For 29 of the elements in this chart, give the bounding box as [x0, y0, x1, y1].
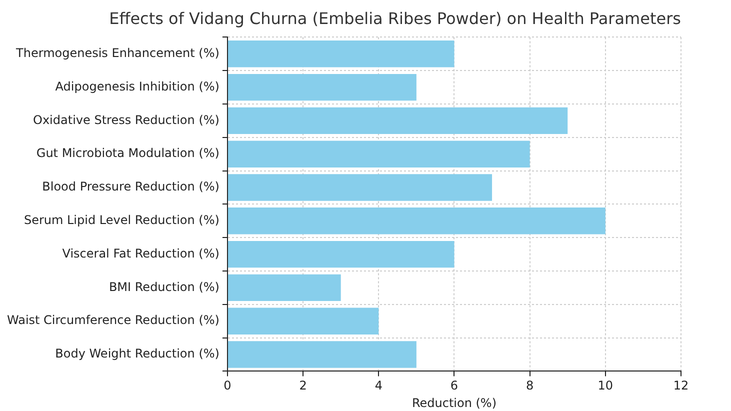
bar: [228, 208, 606, 234]
bar: [228, 274, 341, 302]
bar: [228, 74, 416, 101]
x-tick-label: 10: [598, 378, 614, 393]
y-tick-label: Adipogenesis Inhibition (%): [55, 79, 220, 94]
y-tick-label: BMI Reduction (%): [108, 280, 220, 294]
x-tick-label: 12: [673, 378, 689, 393]
x-tick-label: 8: [526, 378, 534, 393]
y-tick-label: Serum Lipid Level Reduction (%): [24, 213, 220, 228]
x-tick-label: 4: [374, 378, 382, 393]
x-tick-label: 2: [299, 378, 307, 393]
x-tick-label: 6: [450, 378, 458, 393]
y-tick-label: Oxidative Stress Reduction (%): [33, 112, 220, 127]
y-tick-label: Visceral Fat Reduction (%): [62, 246, 220, 260]
y-tick-label: Gut Microbiota Modulation (%): [36, 146, 220, 160]
bar: [228, 308, 379, 334]
y-tick-label: Body Weight Reduction (%): [55, 346, 220, 361]
bar: [228, 240, 454, 268]
bar: [228, 140, 530, 168]
bar: [228, 107, 568, 134]
x-axis-title: Reduction (%): [412, 396, 497, 410]
chart-title: Effects of Vidang Churna (Embelia Ribes Powder) on Health Parameters: [109, 8, 681, 28]
y-tick-label: Blood Pressure Reduction (%): [42, 180, 220, 194]
y-tick-label: Thermogenesis Enhancement (%): [15, 46, 220, 60]
bar: [228, 174, 492, 201]
x-tick-label: 0: [224, 378, 232, 393]
y-tick-label: Waist Circumference Reduction (%): [6, 313, 220, 328]
bar: [228, 341, 416, 368]
bar: [228, 40, 454, 68]
